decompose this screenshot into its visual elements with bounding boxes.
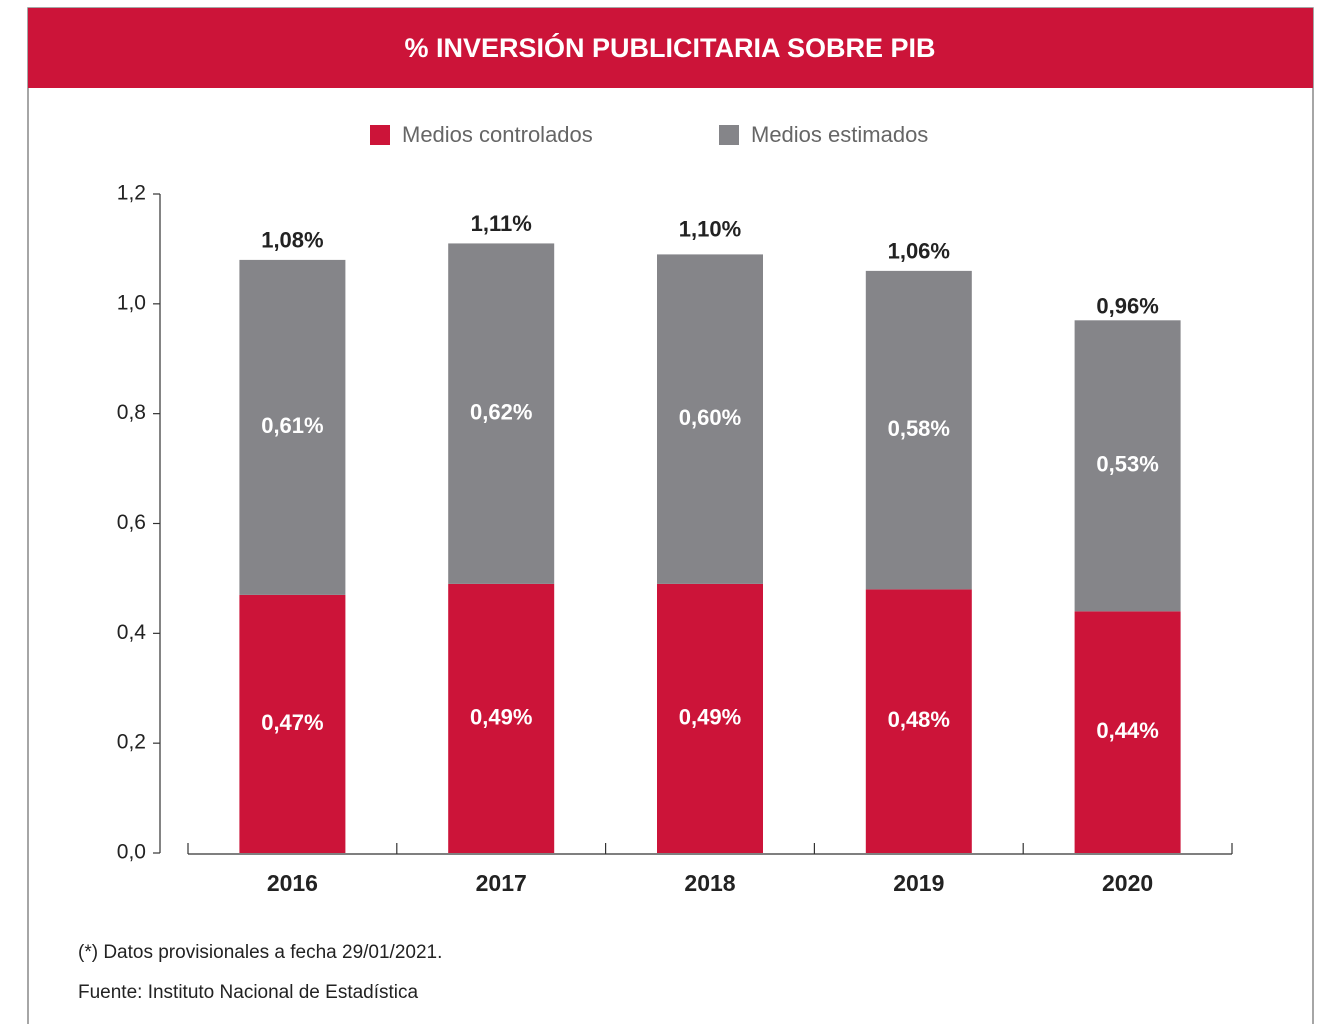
bar-segment: [239, 594, 346, 853]
total-label: 0,96%: [1096, 294, 1158, 319]
bar-segment: [657, 254, 763, 584]
bar-segment: [1074, 320, 1181, 612]
bar-segment: [448, 243, 555, 584]
y-tick-label: 0,2: [117, 731, 146, 754]
chart-title: % INVERSIÓN PUBLICITARIA SOBRE PIB: [404, 32, 935, 63]
y-tick-label: 1,2: [117, 182, 146, 205]
value-label: 0,62%: [470, 399, 532, 424]
total-label: 1,10%: [679, 217, 741, 242]
value-label: 0,47%: [261, 710, 323, 735]
value-label: 0,49%: [679, 704, 741, 729]
bar-segment: [657, 583, 763, 853]
y-tick-label: 0,6: [117, 511, 146, 534]
value-label: 0,61%: [261, 413, 323, 438]
x-tick-label: 2017: [476, 870, 527, 896]
value-label: 0,58%: [888, 416, 950, 441]
x-tick-label: 2020: [1102, 870, 1153, 896]
note: (*) Datos provisionales a fecha 29/01/20…: [78, 942, 442, 963]
bar-segment: [448, 583, 555, 853]
bar-segment: [239, 259, 346, 595]
value-label: 0,48%: [888, 707, 950, 732]
x-tick-label: 2016: [267, 870, 318, 896]
value-label: 0,44%: [1096, 718, 1158, 743]
y-tick-label: 0,4: [117, 621, 147, 644]
bar-segment: [865, 270, 972, 590]
y-tick-label: 0,8: [117, 401, 146, 424]
total-label: 1,06%: [888, 239, 950, 264]
x-tick-label: 2018: [684, 870, 735, 896]
header-band: [28, 8, 1313, 88]
legend-label: Medios estimados: [751, 122, 928, 147]
legend-swatch: [370, 125, 390, 145]
y-tick-label: 1,0: [117, 291, 146, 314]
total-label: 1,11%: [471, 211, 532, 236]
legend-swatch: [719, 125, 739, 145]
bar-segment: [865, 589, 972, 853]
note: Fuente: Instituto Nacional de Estadístic…: [78, 982, 419, 1003]
value-label: 0,49%: [470, 704, 532, 729]
bar-segment: [1074, 611, 1181, 853]
value-label: 0,53%: [1096, 452, 1158, 477]
total-label: 1,08%: [261, 228, 323, 253]
value-label: 0,60%: [679, 405, 741, 430]
legend-label: Medios controlados: [402, 122, 593, 147]
x-tick-label: 2019: [893, 870, 944, 896]
y-tick-label: 0,0: [117, 841, 146, 864]
